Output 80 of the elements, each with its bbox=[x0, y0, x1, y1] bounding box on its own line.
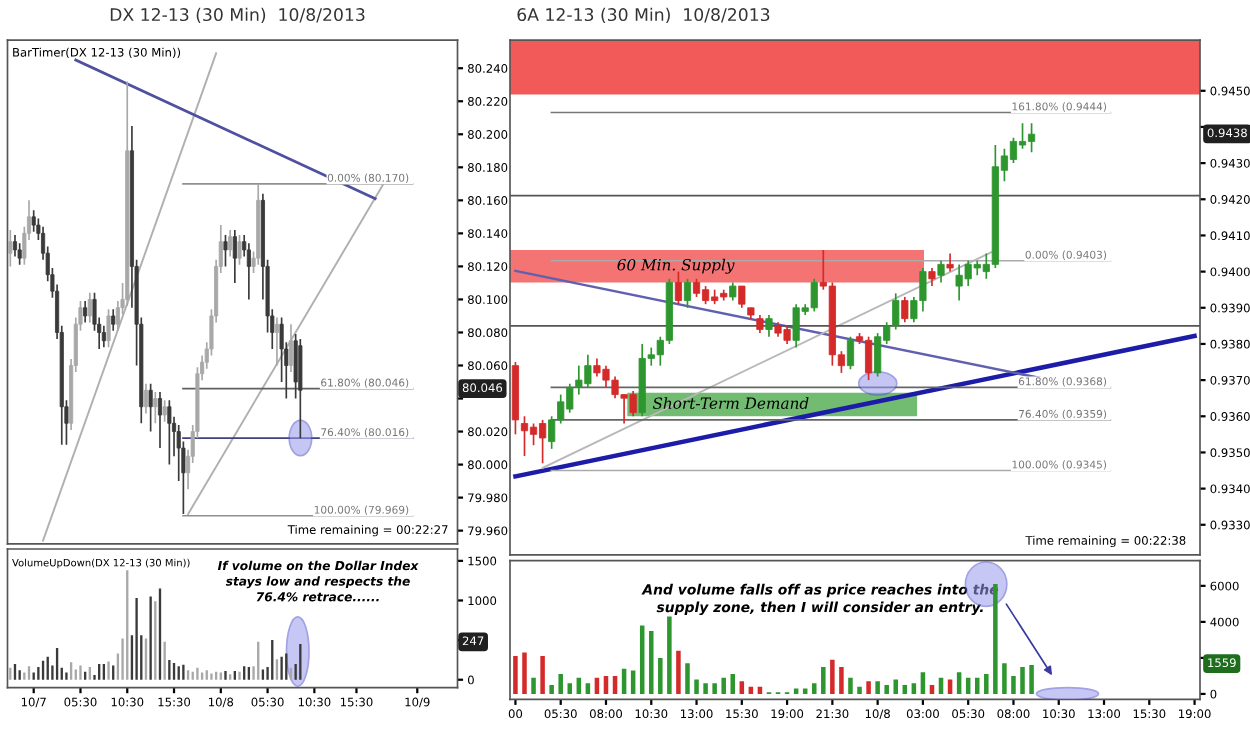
candlestick bbox=[101, 325, 106, 349]
bar bbox=[513, 656, 518, 694]
bar bbox=[567, 683, 573, 694]
bar bbox=[549, 684, 554, 694]
candlestick bbox=[223, 234, 228, 268]
bar bbox=[974, 677, 980, 694]
bar bbox=[531, 677, 536, 694]
candlestick bbox=[83, 300, 88, 324]
bar bbox=[1029, 665, 1034, 694]
bar bbox=[658, 657, 663, 694]
bar bbox=[667, 616, 672, 694]
candlestick bbox=[756, 314, 764, 334]
bar bbox=[730, 674, 736, 694]
candlestick bbox=[288, 323, 294, 373]
bar bbox=[884, 684, 889, 694]
bar bbox=[857, 686, 862, 694]
bar bbox=[676, 650, 681, 694]
bar bbox=[893, 679, 899, 694]
candlestick bbox=[106, 308, 111, 349]
bar bbox=[821, 666, 826, 694]
candlestick bbox=[12, 234, 18, 258]
candlestick bbox=[846, 335, 855, 371]
candlestick bbox=[864, 335, 873, 381]
bar bbox=[920, 672, 926, 694]
bar bbox=[712, 683, 717, 694]
candlestick bbox=[928, 267, 936, 287]
candlestick bbox=[729, 281, 737, 302]
bar bbox=[703, 683, 708, 694]
candlestick bbox=[937, 259, 945, 284]
candlestick bbox=[232, 229, 237, 284]
bar bbox=[522, 652, 527, 694]
candlestick bbox=[162, 399, 167, 423]
candlestick bbox=[237, 234, 242, 266]
candlestick bbox=[298, 338, 303, 439]
chart-title: DX 12-13 (30 Min) 10/8/2013 bbox=[110, 7, 365, 24]
bar bbox=[811, 683, 817, 694]
candlestick bbox=[87, 291, 92, 324]
candlestick bbox=[683, 278, 692, 309]
candlestick bbox=[692, 278, 701, 298]
candlestick bbox=[111, 308, 116, 332]
candlestick bbox=[148, 382, 153, 433]
bar bbox=[649, 630, 654, 694]
candlestick bbox=[228, 229, 233, 258]
candlestick bbox=[17, 242, 22, 266]
candlestick bbox=[765, 314, 773, 338]
candlestick bbox=[246, 242, 251, 301]
bar bbox=[839, 666, 844, 694]
candlestick bbox=[8, 229, 13, 268]
candlestick bbox=[153, 391, 158, 425]
candlestick bbox=[31, 209, 36, 233]
bar bbox=[558, 674, 563, 694]
bar bbox=[685, 663, 690, 694]
bar bbox=[875, 681, 880, 694]
bar bbox=[1020, 666, 1025, 694]
candlestick bbox=[167, 399, 172, 466]
candlestick bbox=[157, 391, 163, 449]
bar bbox=[1002, 663, 1007, 694]
candlestick bbox=[1009, 136, 1018, 164]
candlestick bbox=[143, 382, 149, 415]
candlestick bbox=[274, 316, 279, 367]
candlestick bbox=[520, 415, 529, 457]
bar bbox=[866, 681, 871, 694]
bar bbox=[830, 659, 835, 694]
bar bbox=[848, 677, 853, 694]
bar bbox=[540, 656, 545, 694]
candlestick bbox=[738, 285, 746, 309]
bar bbox=[984, 674, 989, 694]
bar bbox=[1011, 675, 1016, 694]
bar bbox=[694, 679, 699, 694]
candlestick bbox=[946, 252, 954, 273]
bar bbox=[739, 681, 745, 694]
chart-title: 6A 12-13 (30 Min) 10/8/2013 bbox=[517, 7, 770, 24]
bar bbox=[956, 672, 962, 694]
bar bbox=[911, 683, 917, 694]
bar bbox=[721, 677, 726, 694]
candlestick bbox=[901, 296, 909, 324]
candlestick bbox=[1027, 122, 1036, 154]
candlestick bbox=[529, 422, 538, 447]
candlestick bbox=[674, 270, 683, 306]
bar bbox=[585, 683, 591, 694]
